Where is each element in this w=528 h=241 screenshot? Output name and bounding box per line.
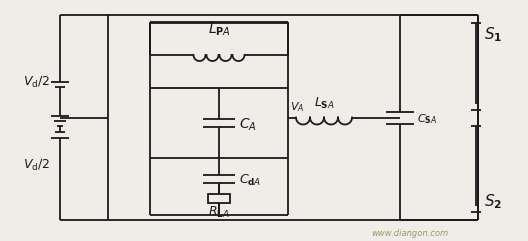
Text: $\mathit{C}_\mathregular{S\mathit{A}}$: $\mathit{C}_\mathregular{S\mathit{A}}$ bbox=[417, 113, 437, 126]
Text: $\mathit{R}_\mathregular{L\mathit{A}}$: $\mathit{R}_\mathregular{L\mathit{A}}$ bbox=[208, 205, 230, 220]
Text: $\mathit{V}_\mathregular{d}$/2: $\mathit{V}_\mathregular{d}$/2 bbox=[23, 74, 50, 90]
Text: $\mathit{S}_\mathregular{2}$: $\mathit{S}_\mathregular{2}$ bbox=[484, 193, 502, 211]
Text: $\mathit{C}_\mathregular{d\mathit{A}}$: $\mathit{C}_\mathregular{d\mathit{A}}$ bbox=[239, 173, 261, 188]
Text: $\mathit{V}_\mathregular{d}$/2: $\mathit{V}_\mathregular{d}$/2 bbox=[23, 157, 50, 173]
Text: $\mathit{S}_\mathregular{1}$: $\mathit{S}_\mathregular{1}$ bbox=[484, 26, 502, 44]
Text: $\mathit{V}_\mathit{A}$: $\mathit{V}_\mathit{A}$ bbox=[290, 100, 304, 114]
Text: www.diangon.com: www.diangon.com bbox=[371, 228, 449, 237]
Text: $\mathit{C}_\mathit{A}$: $\mathit{C}_\mathit{A}$ bbox=[239, 117, 257, 133]
Text: $\mathit{L}_\mathregular{P\mathit{A}}$: $\mathit{L}_\mathregular{P\mathit{A}}$ bbox=[208, 22, 230, 38]
Text: $\mathit{L}_\mathregular{S\mathit{A}}$: $\mathit{L}_\mathregular{S\mathit{A}}$ bbox=[314, 96, 334, 111]
Bar bbox=[208, 194, 230, 203]
